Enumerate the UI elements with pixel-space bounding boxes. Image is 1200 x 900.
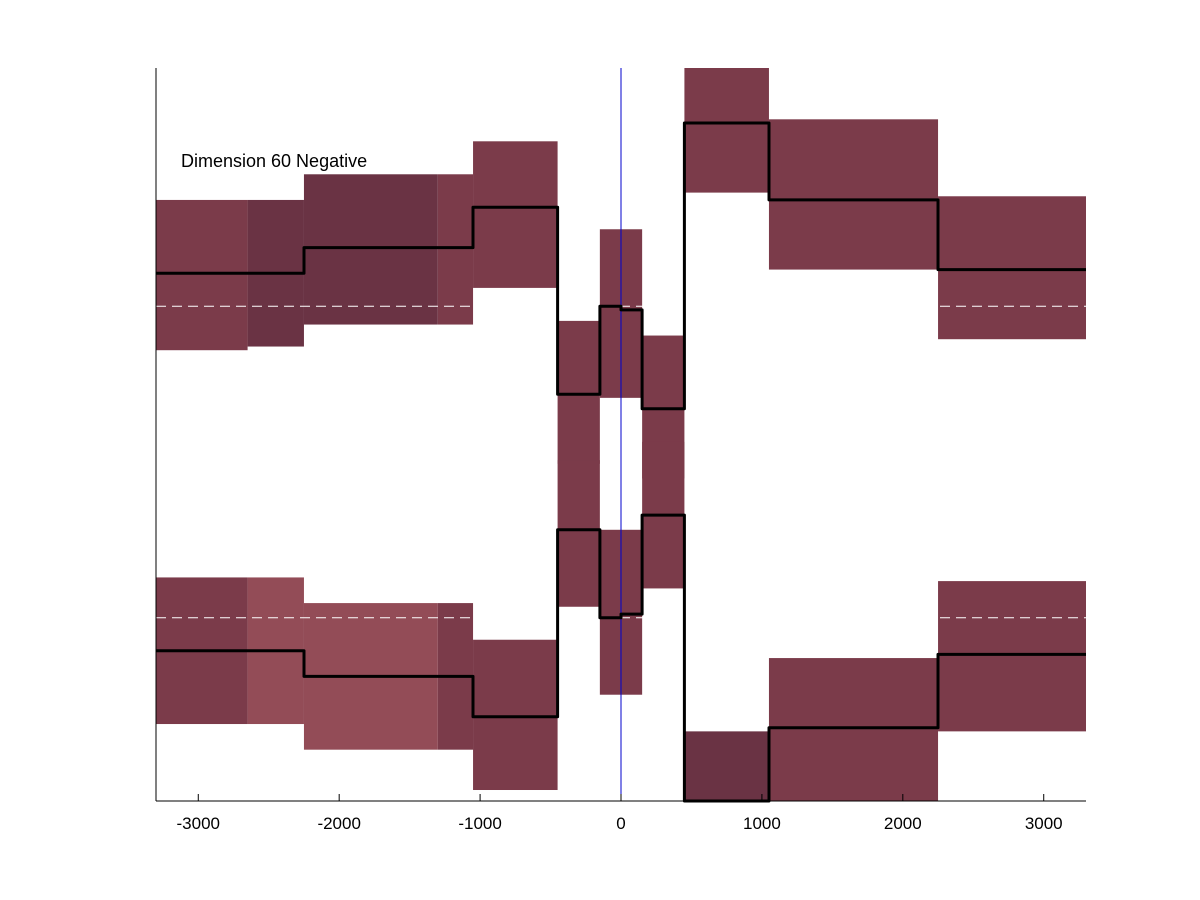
x-axis-ticks: -3000 -2000 -1000 0 1000 2000 3000: [177, 794, 1063, 833]
confidence-bands: [156, 68, 1086, 801]
x-tick-label: -2000: [317, 814, 360, 833]
x-tick-label: 2000: [884, 814, 922, 833]
band-segment-2-6: [557, 460, 600, 607]
x-tick-label: 0: [616, 814, 625, 833]
band-segment-1-1: [156, 199, 248, 351]
x-tick-label: 1000: [743, 814, 781, 833]
band-segment-2-11: [938, 581, 1086, 732]
chart-annotation: Dimension 60 Negative: [181, 151, 367, 171]
series-line-1: [156, 121, 1086, 411]
x-tick-label: 3000: [1025, 814, 1063, 833]
band-segment-1-4: [437, 174, 474, 325]
band-segment-1-10: [768, 119, 939, 270]
band-segment-1-9: [684, 68, 769, 193]
series-line-2: [156, 513, 1086, 803]
band-segment-1-6: [557, 320, 600, 464]
band-segment-1-11: [938, 196, 1086, 340]
x-tick-label: -1000: [458, 814, 501, 833]
band-segment-1-5: [473, 141, 558, 288]
band-segment-2-9: [684, 731, 769, 801]
series-lines: [156, 121, 1086, 803]
band-segment-2-5: [473, 639, 558, 791]
x-tick-label: -3000: [177, 814, 220, 833]
band-segment-2-10: [768, 658, 939, 801]
band-segment-1-3: [303, 174, 438, 325]
